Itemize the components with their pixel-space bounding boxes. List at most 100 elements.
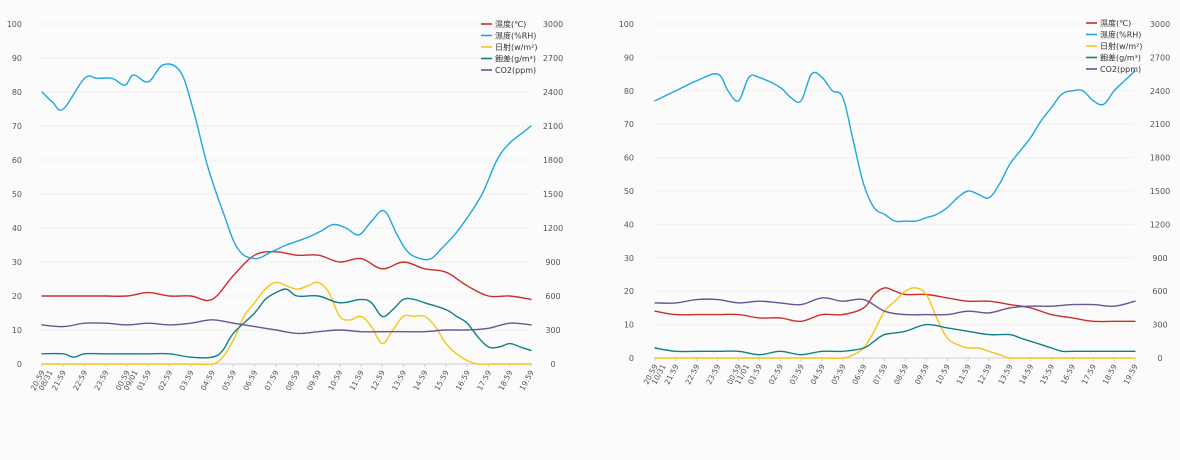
left-axis-tick-label: 80	[12, 88, 22, 97]
x-axis-tick-label: 07:59	[871, 363, 889, 387]
left-axis-tick-label: 100	[7, 20, 22, 29]
x-axis-tick-label: 19:59	[518, 369, 536, 393]
x-axis-tick-label: 04:59	[199, 369, 217, 393]
right-axis-tick-label: 1500	[543, 190, 563, 199]
right-axis-tick-label: 1200	[543, 224, 563, 233]
x-axis-tick-label: 18:59	[1101, 363, 1119, 387]
x-axis-tick-label: 06:59	[241, 369, 259, 393]
left-axis-tick-label: 30	[624, 254, 634, 263]
right-axis-tick-label: 2400	[543, 88, 563, 97]
x-axis-tick-label: 11:59	[348, 369, 366, 393]
left-axis-tick-label: 60	[624, 154, 634, 163]
x-axis-tick-label: 16:59	[454, 369, 472, 393]
x-axis-tick-label: 08:59	[892, 363, 910, 387]
x-axis-tick-label: 15:59	[433, 369, 451, 393]
right-axis-tick-label: 1800	[1150, 154, 1170, 163]
x-axis-tick-label: 17:59	[1080, 363, 1098, 387]
x-axis-tick-label: 02:59	[156, 369, 174, 393]
legend-label-solar: 日射(w/m²)	[495, 42, 537, 52]
left-axis-tick-label: 40	[624, 220, 634, 229]
series-line-co2	[654, 297, 1136, 316]
x-axis-tick-label: 14:59	[411, 369, 429, 393]
x-axis-tick-label: 14:59	[1017, 363, 1035, 387]
series-line-solar	[654, 287, 1136, 359]
left-axis-tick-label: 90	[12, 54, 22, 63]
x-axis-tick-label: 06:59	[850, 363, 868, 387]
x-axis-tick-label: 08:59	[284, 369, 302, 393]
series-line-solar	[41, 281, 532, 366]
x-axis-tick-label: 12:59	[976, 363, 994, 387]
right-axis-tick-label: 1200	[1150, 220, 1170, 229]
x-axis-tick-label: 17:59	[475, 369, 493, 393]
series-line-temp	[41, 251, 532, 302]
x-axis-tick-label: 19:59	[1122, 363, 1140, 387]
x-axis-tick-label: 04:59	[809, 363, 827, 387]
left-axis-tick-label: 0	[629, 354, 634, 363]
left-axis-tick-label: 50	[624, 187, 634, 196]
right-axis-tick-label: 0	[1157, 354, 1162, 363]
x-axis-tick-label: 16:59	[1059, 363, 1077, 387]
x-axis-tick-label: 13:59	[996, 363, 1014, 387]
left-axis-tick-label: 60	[12, 156, 22, 165]
x-axis-tick-label: 22:59	[683, 363, 701, 387]
left-axis-tick-label: 100	[619, 20, 634, 29]
right-axis-tick-label: 0	[550, 360, 555, 369]
legend-label-humidity: 濕度(%RH)	[1100, 30, 1141, 40]
x-axis-tick-label: 10:59	[934, 363, 952, 387]
legend-label-temp: 濕度(℃)	[495, 19, 526, 29]
x-axis-tick-label: 05:59	[829, 363, 847, 387]
right-axis-tick-label: 900	[1152, 254, 1167, 263]
left-axis-tick-label: 20	[624, 287, 634, 296]
legend-label-hd: 飽差(g/m³)	[495, 54, 536, 64]
x-axis-tick-label: 03:59	[177, 369, 195, 393]
right-chart: 0 10 20 30 40 50 60 70 80 90 100 0 300 600 900 1200 1500…	[619, 18, 1170, 386]
left-axis-tick-label: 50	[12, 190, 22, 199]
left-axis-tick-label: 20	[12, 292, 22, 301]
legend-label-solar: 日射(w/m²)	[1100, 41, 1142, 51]
left-axis-tick-label: 80	[624, 87, 634, 96]
series-line-co2	[41, 319, 532, 335]
x-axis-tick-label: 02:59	[767, 363, 785, 387]
right-axis-tick-label: 600	[545, 292, 560, 301]
x-axis-tick-label: 15:59	[1038, 363, 1056, 387]
legend-label-co2: CO2(ppm)	[495, 66, 536, 75]
legend-label-humidity: 濕度(%RH)	[495, 31, 536, 41]
x-axis-tick-label: 11:59	[955, 363, 973, 387]
left-axis-tick-label: 10	[624, 321, 634, 330]
series-line-humidity	[654, 70, 1136, 223]
legend-label-temp: 濕度(℃)	[1100, 18, 1131, 28]
x-axis-tick-label: 23:59	[92, 369, 110, 393]
right-axis-tick-label: 600	[1152, 287, 1167, 296]
x-axis-tick-label: 07:59	[263, 369, 281, 393]
right-axis-tick-label: 2400	[1150, 87, 1170, 96]
series-line-hd	[41, 288, 532, 359]
x-axis-tick-label: 10:59	[326, 369, 344, 393]
x-axis-tick-label: 22:59	[71, 369, 89, 393]
x-axis-tick-label: 12:59	[369, 369, 387, 393]
left-axis-tick-label: 70	[12, 122, 22, 131]
right-axis-tick-label: 3000	[543, 20, 563, 29]
series-line-humidity	[41, 63, 532, 261]
x-axis-tick-label: 09:59	[305, 369, 323, 393]
right-axis-tick-label: 1800	[543, 156, 563, 165]
left-axis-tick-label: 0	[17, 360, 22, 369]
right-axis-tick-label: 3000	[1150, 20, 1170, 29]
series-line-hd	[654, 323, 1136, 356]
x-axis-tick-label: 05:59	[220, 369, 238, 393]
left-axis-tick-label: 30	[12, 258, 22, 267]
right-axis-tick-label: 2700	[543, 54, 563, 63]
x-axis-tick-label: 09:59	[913, 363, 931, 387]
legend-label-hd: 飽差(g/m³)	[1100, 53, 1141, 63]
right-axis-tick-label: 2700	[1150, 53, 1170, 62]
right-axis-tick-label: 900	[545, 258, 560, 267]
legend-label-co2: CO2(ppm)	[1100, 65, 1141, 74]
x-axis-tick-label: 23:59	[704, 363, 722, 387]
right-axis-tick-label: 1500	[1150, 187, 1170, 196]
left-axis-tick-label: 90	[624, 53, 634, 62]
left-axis-tick-label: 70	[624, 120, 634, 129]
right-axis-tick-label: 2100	[543, 122, 563, 131]
right-axis-tick-label: 2100	[1150, 120, 1170, 129]
left-axis-tick-label: 10	[12, 326, 22, 335]
right-axis-tick-label: 300	[545, 326, 560, 335]
